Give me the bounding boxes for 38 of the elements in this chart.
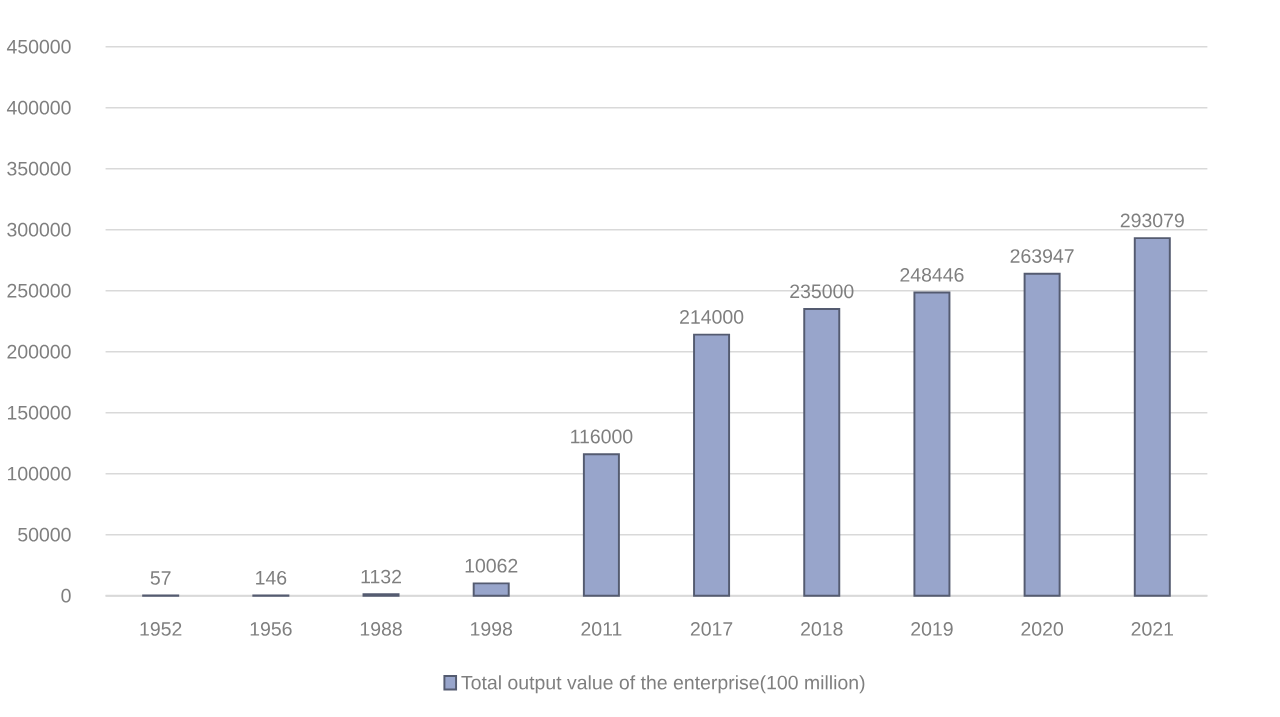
x-tick-label: 2021 [1131, 621, 1173, 636]
data-label: 146 [256, 570, 287, 585]
x-tick-label: 2011 [581, 621, 622, 636]
bar [1023, 272, 1061, 597]
data-label: 116000 [571, 429, 633, 444]
y-tick-label: 400000 [6, 100, 71, 115]
y-tick-label: 300000 [7, 222, 71, 237]
y-tick-label: 200000 [7, 344, 71, 359]
x-tick-label: 1952 [140, 621, 182, 636]
bar [693, 333, 731, 597]
data-label: 293079 [1120, 213, 1184, 228]
bar [1133, 237, 1171, 597]
x-tick-label: 2017 [690, 621, 733, 636]
y-tick-label: 50000 [18, 527, 71, 542]
data-label: 248446 [900, 267, 964, 282]
legend-label: Total output value of the enterprise(100 million) [461, 675, 865, 694]
data-label: 10062 [465, 558, 518, 573]
bar [472, 582, 510, 597]
y-tick-label: 100000 [7, 466, 71, 481]
data-label: 214000 [680, 309, 744, 324]
data-label: 57 [150, 571, 171, 585]
x-tick-label: 1998 [471, 621, 513, 636]
y-tick-label: 0 [61, 588, 71, 603]
y-tick-label: 350000 [7, 161, 71, 176]
y-tick-label: 450000 [6, 39, 71, 54]
y-tick-label: 150000 [7, 405, 71, 420]
data-label: 235000 [790, 284, 854, 299]
bar [582, 453, 620, 597]
x-tick-label: 1988 [360, 621, 402, 636]
data-label: 263947 [1010, 248, 1074, 263]
bar [803, 307, 841, 597]
x-tick-label: 2020 [1021, 621, 1063, 636]
bar [913, 291, 951, 597]
x-tick-label: 1956 [250, 621, 292, 636]
data-label: 1132 [361, 569, 401, 584]
x-tick-label: 2018 [801, 621, 843, 636]
y-tick-label: 250000 [7, 283, 71, 298]
x-tick-label: 2019 [911, 621, 953, 636]
